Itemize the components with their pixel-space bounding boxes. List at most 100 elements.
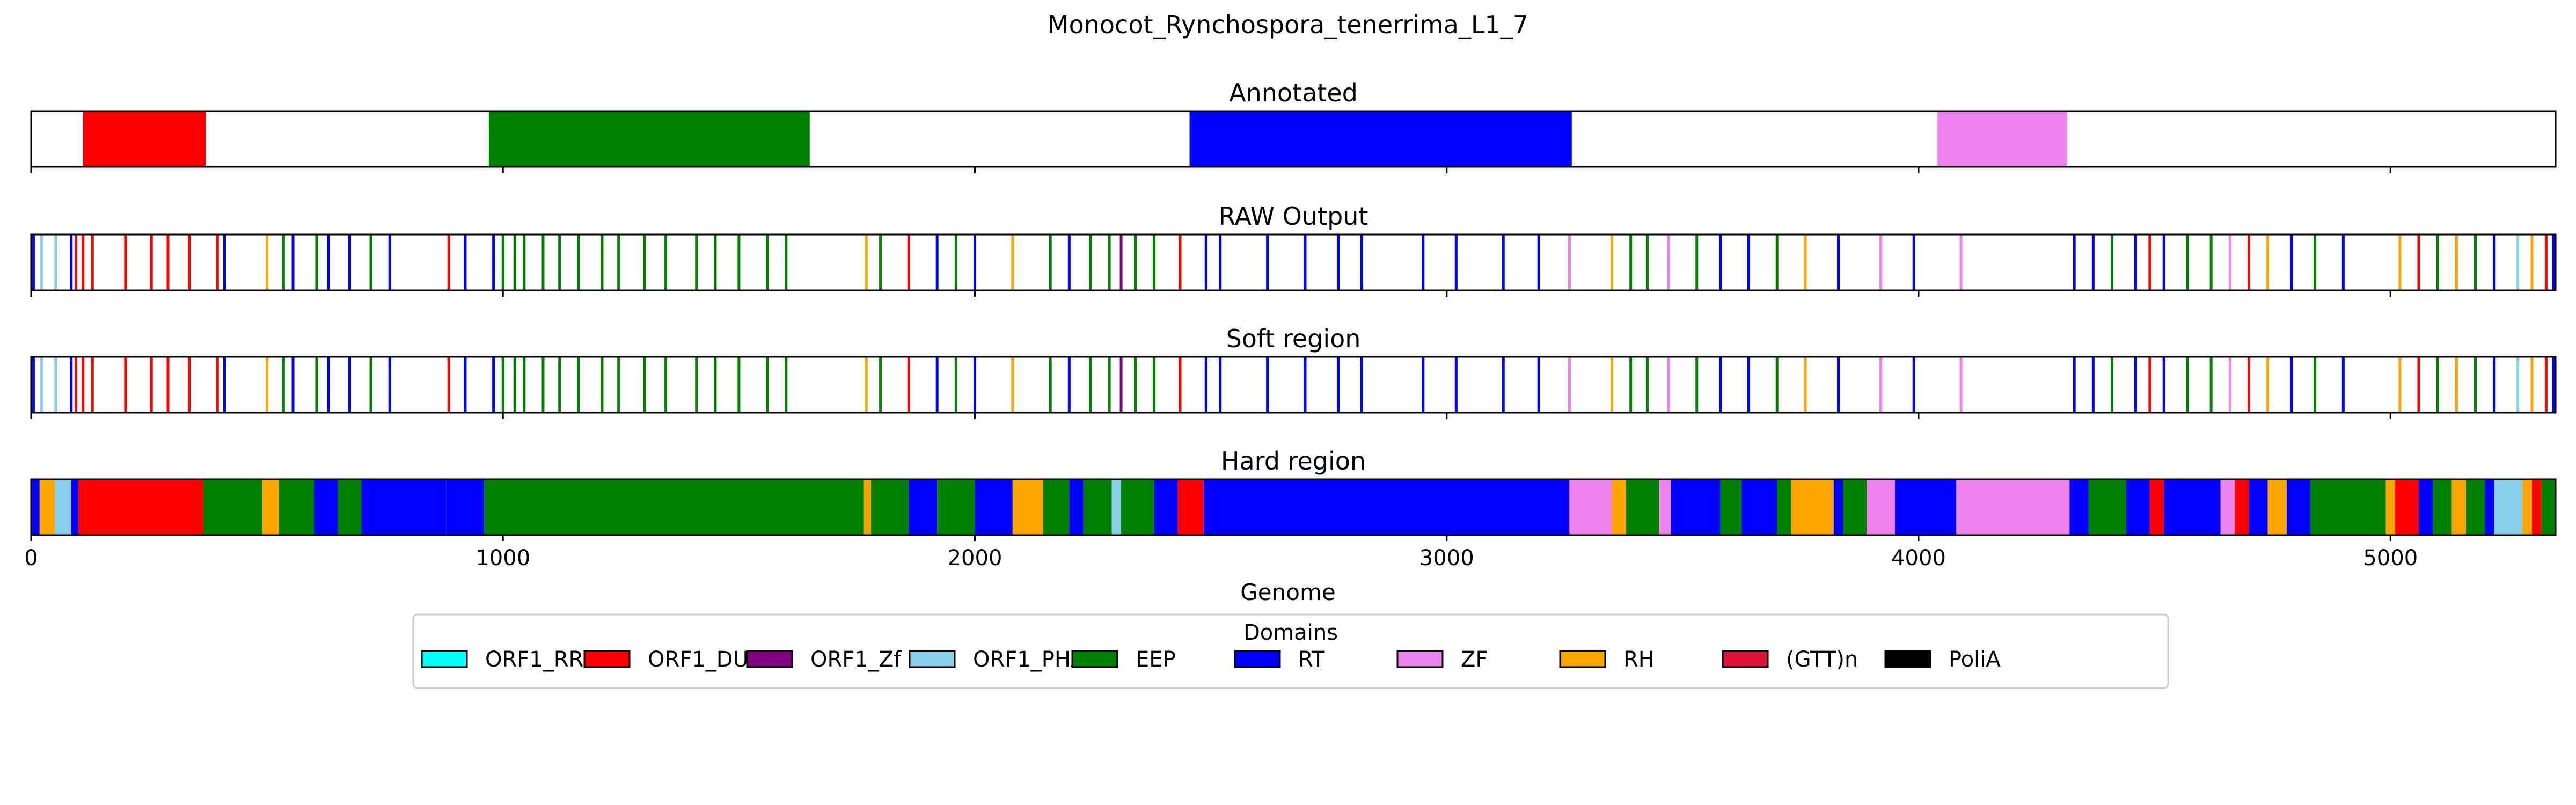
domain-block-orf1-duf	[83, 111, 206, 167]
legend-swatch	[1884, 650, 1931, 668]
track-title: Hard region	[1221, 447, 1366, 475]
domain-block-rt	[446, 479, 485, 535]
track-frame	[30, 110, 2557, 168]
domain-block-eep	[937, 479, 975, 535]
legend-swatch	[1396, 650, 1444, 668]
domain-block-eep	[1720, 479, 1742, 535]
x-tick-label: 1000	[475, 546, 530, 570]
domain-block-rh	[863, 479, 872, 535]
domain-block-eep	[484, 479, 864, 535]
domain-block-orf1-duf	[2395, 479, 2419, 535]
domain-block-eep	[279, 479, 314, 535]
domain-block-rt	[1154, 479, 1178, 535]
domain-block-eep	[1043, 479, 1070, 535]
track-raw-output: RAW Output	[30, 202, 2557, 297]
track-annotated: Annotated	[30, 78, 2557, 173]
domain-block-orf1-pha	[1111, 479, 1122, 535]
x-tick-label: 0	[24, 546, 38, 570]
domain-block-eep	[1083, 479, 1112, 535]
legend-label: ORF1_DUF	[648, 647, 761, 672]
domain-block-rt	[2126, 479, 2150, 535]
x-tick-label: 2000	[948, 546, 1002, 570]
domain-block-rt	[31, 479, 40, 535]
legend-swatch	[909, 650, 956, 668]
domain-block-rt	[975, 479, 1013, 535]
domain-block-orf1-pha	[2494, 479, 2523, 535]
domain-block-rt	[71, 479, 78, 535]
track-background	[31, 357, 2556, 413]
track-soft-region: Soft region	[30, 324, 2557, 419]
legend-swatch	[1234, 650, 1281, 668]
domain-block-rt	[1203, 479, 1570, 535]
legend-swatch	[583, 650, 631, 668]
legend-label: ORF1_Zf	[810, 647, 902, 672]
domain-block-eep	[2433, 479, 2452, 535]
domain-block-rh	[39, 479, 55, 535]
domain-block-rh	[2267, 479, 2287, 535]
domain-block-rh	[262, 479, 279, 535]
legend-frame	[412, 613, 2169, 689]
domain-block-rt	[909, 479, 938, 535]
domain-block-rt	[1833, 479, 1843, 535]
domain-block-orf1-duf	[2235, 479, 2249, 535]
legend-label: PoliA	[1949, 647, 2001, 672]
tracks: Annotated RAW Output Soft region Hard regio…	[30, 78, 2557, 541]
domain-block-eep	[1777, 479, 1791, 535]
domain-block-eep	[2310, 479, 2386, 535]
domain-block-rt	[2249, 479, 2268, 535]
x-tick-label: 4000	[1891, 546, 1946, 570]
domain-block-zf	[2220, 479, 2235, 535]
legend: Domains ORF1_RRM ORF1_DUF ORF1_Zf ORF1_PHA E…	[412, 613, 2169, 689]
domain-block-eep	[203, 479, 262, 535]
domain-block-rh	[1612, 479, 1626, 535]
domain-block-eep	[1626, 479, 1659, 535]
legend-label: RT	[1298, 647, 1325, 672]
domain-block-eep	[2541, 479, 2556, 535]
track-hard-region: Hard region	[30, 447, 2557, 541]
domain-block-zf	[1569, 479, 1612, 535]
domain-block-rt	[2485, 479, 2494, 535]
track-frame	[30, 233, 2557, 291]
domain-block-rh	[1012, 479, 1043, 535]
legend-label: ORF1_PHA	[973, 647, 1086, 672]
chart-title: Monocot_Rynchospora_tenerrima_L1_7	[1048, 10, 1528, 39]
domain-block-zf	[1956, 479, 2070, 535]
domain-block-rt	[2286, 479, 2310, 535]
legend-label: RH	[1623, 647, 1655, 672]
legend-label: ORF1_RRM	[485, 647, 602, 672]
track-title: Soft region	[1226, 324, 1361, 353]
legend-items: ORF1_RRM ORF1_DUF ORF1_Zf ORF1_PHA EEP RT ZF RH…	[421, 647, 2001, 672]
domain-block-zf	[1937, 111, 2067, 167]
domain-block-rt	[2419, 479, 2433, 535]
x-axis: 0 1000 2000 3000 4000 5000	[24, 546, 2418, 570]
domain-block-orf1-duf	[2532, 479, 2542, 535]
legend-swatch	[1559, 650, 1606, 668]
domain-block-rh	[2451, 479, 2466, 535]
track-title: RAW Output	[1219, 202, 1368, 231]
domain-block-rh	[2522, 479, 2533, 535]
legend-swatch	[421, 650, 468, 668]
domain-block-rt	[1189, 111, 1572, 167]
legend-swatch	[1071, 650, 1118, 668]
track-background	[31, 235, 2556, 290]
domain-block-rh	[1791, 479, 1834, 535]
domain-block-rt	[2164, 479, 2221, 535]
domain-block-rt	[1895, 479, 1957, 535]
domain-block-orf1-duf	[2149, 479, 2164, 535]
track-frame	[30, 478, 2557, 536]
track-frame	[30, 356, 2557, 414]
domain-block-zf	[1659, 479, 1671, 535]
domain-block-orf1-duf	[1177, 479, 1204, 535]
domain-block-eep	[488, 111, 810, 167]
legend-label: ZF	[1461, 647, 1488, 672]
legend-swatch	[746, 650, 793, 668]
domain-block-rt	[314, 479, 338, 535]
track-title: Annotated	[1229, 78, 1358, 107]
legend-title: Domains	[1243, 620, 1338, 645]
x-tick-label: 3000	[1419, 546, 1474, 570]
domain-block-rh	[2385, 479, 2396, 535]
legend-label: EEP	[1136, 647, 1176, 672]
legend-label: (GTT)n	[1786, 647, 1858, 672]
domain-block-eep	[338, 479, 362, 535]
